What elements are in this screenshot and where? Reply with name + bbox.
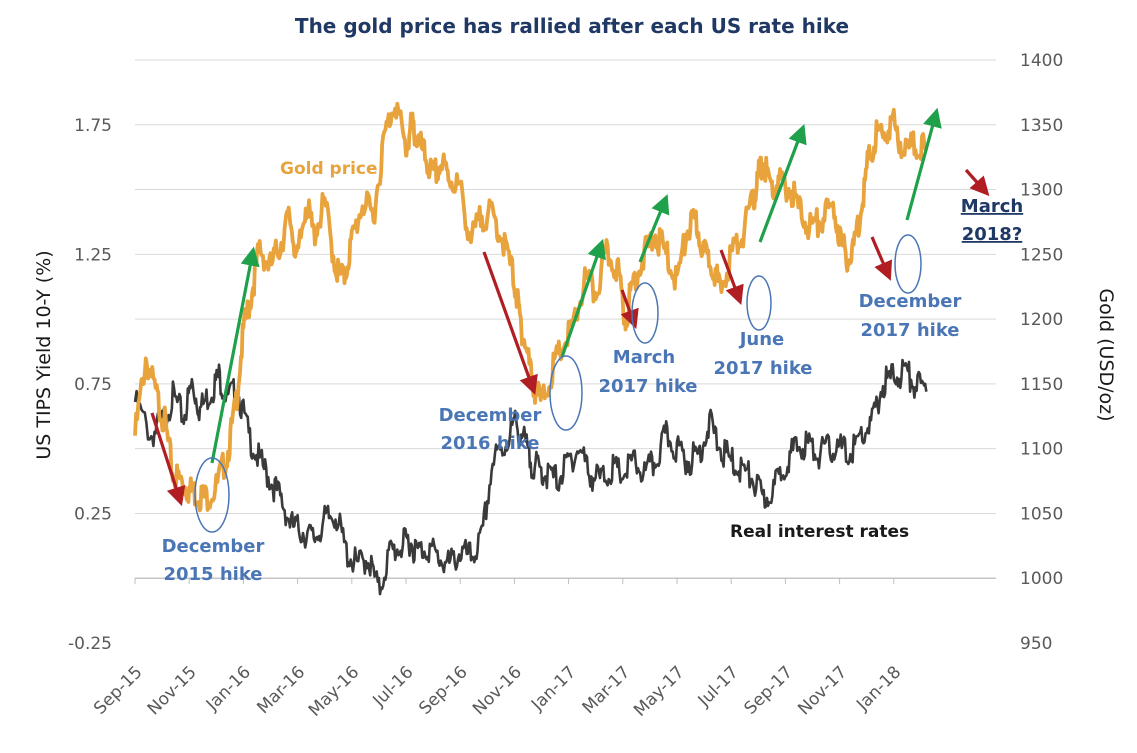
svg-text:2015 hike: 2015 hike [163,564,262,585]
rates-series-line [133,358,928,596]
annotation-dec15: December 2015 hike [162,536,265,585]
svg-text:June: June [738,329,785,350]
x-tick-label: Mar-16 [253,662,309,718]
left-axis-ticks: -0.25 0.25 0.75 1.25 1.75 [68,116,112,654]
svg-text:March: March [613,347,675,368]
gold-series-label: Gold price [280,159,378,179]
x-tick-label: Jan-18 [852,662,905,715]
chart-title: The gold price has rallied after each US… [295,14,849,38]
hike-circle [894,234,922,294]
right-tick-label: 1250 [1020,245,1063,265]
annotation-mar17: March 2017 hike [598,347,697,397]
left-axis-label: US TIPS Yield 10-Y (%) [33,250,55,459]
svg-text:2018?: 2018? [962,224,1023,245]
right-tick-label: 1300 [1020,181,1063,201]
x-tick-label: Jan-17 [527,662,580,715]
rally-arrow-up [758,124,807,243]
x-tick-label: Sep-15 [90,662,146,718]
left-tick-label: 0.75 [74,375,112,395]
x-tick-label: May-16 [305,662,363,720]
rally-arrow-up [210,246,260,464]
series-layer [133,101,928,596]
annotation-dec17: December 2017 hike [859,291,962,341]
hike-circle [549,355,583,431]
right-axis-label: Gold (USD/oz) [1095,288,1117,421]
x-tick-label: Jul-16 [369,662,418,711]
left-tick-label: 0.25 [74,504,112,524]
left-tick-label: 1.75 [74,116,112,136]
hike-circles [194,234,922,533]
svg-text:2017 hike: 2017 hike [860,320,959,341]
right-tick-label: 1200 [1020,310,1063,330]
right-tick-label: 1100 [1020,440,1063,460]
rally-arrow-up [905,107,942,221]
svg-text:2017 hike: 2017 hike [713,358,812,379]
decline-arrow-down [482,251,538,396]
svg-text:December: December [162,536,265,557]
x-tick-label: May-17 [630,662,688,720]
x-tick-label: Jul-17 [694,662,743,711]
right-tick-label: 950 [1020,634,1052,654]
x-tick-label: Sep-16 [415,662,471,718]
hike-circle [194,457,230,533]
svg-text:2016 hike: 2016 hike [440,433,539,454]
x-tick-label: Nov-15 [144,662,201,719]
hike-circle [746,275,772,331]
rally-arrow-up [638,194,670,263]
x-tick-label: Mar-17 [579,662,635,718]
decline-arrow-down [964,168,990,197]
rally-arrow-up [560,238,606,358]
x-tick-label: Jan-16 [202,662,255,715]
decline-arrow-down [870,236,893,281]
svg-text:December: December [439,405,542,426]
annotation-jun17: June 2017 hike [713,329,812,379]
right-tick-label: 1000 [1020,569,1063,589]
right-tick-label: 1050 [1020,504,1063,524]
svg-text:2017 hike: 2017 hike [598,376,697,397]
decline-arrow-down [719,249,744,306]
decline-arrow-down [150,412,186,507]
right-axis-ticks: 950 1000 1050 1100 1150 1200 1250 1300 1350 1400 [1020,51,1063,654]
gold-series-line [133,101,928,513]
right-tick-label: 1350 [1020,116,1063,136]
annotation-mar18: March 2018? [961,196,1023,245]
rates-series-label: Real interest rates [730,522,909,542]
left-tick-label: -0.25 [68,634,112,654]
x-tick-label: Nov-16 [469,662,526,719]
svg-text:March: March [961,196,1023,217]
right-tick-label: 1400 [1020,51,1063,71]
left-tick-label: 1.25 [74,245,112,265]
x-tick-label: Nov-17 [794,662,851,719]
x-tick-label: Sep-17 [740,662,796,718]
hike-circle [631,282,659,344]
annotation-dec16: December 2016 hike [439,405,542,454]
hike-arrows [150,107,990,507]
decline-arrow-down [620,289,639,330]
right-tick-label: 1150 [1020,375,1063,395]
svg-text:December: December [859,291,962,312]
